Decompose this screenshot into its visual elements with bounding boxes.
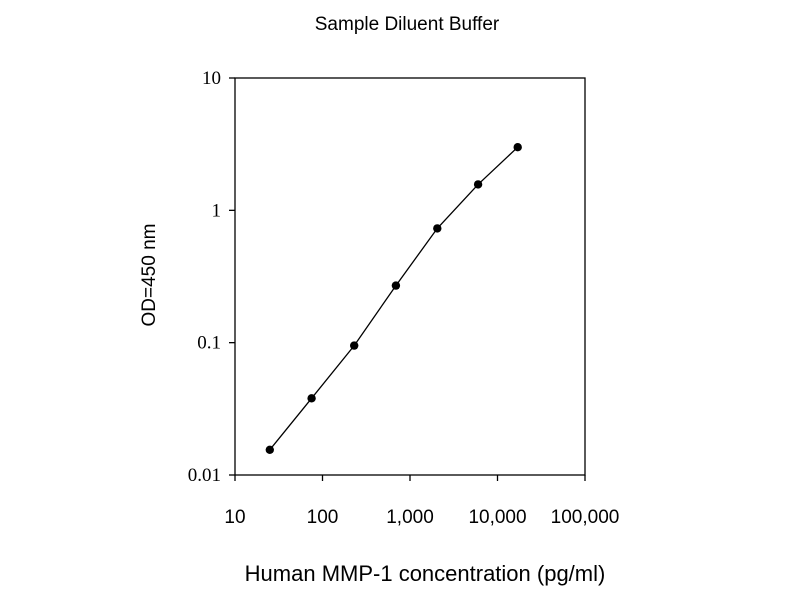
y-tick-label: 0.01 [188,465,221,486]
y-axis-ticks: 0.01 0.1 1 10 [188,68,235,486]
x-tick-label: 100 [307,507,339,528]
data-point [350,341,359,350]
x-axis-label: Human MMP-1 concentration (pg/ml) [245,561,606,586]
data-point [513,143,522,152]
x-tick-label: 1,000 [386,507,434,528]
x-tick-label: 10 [224,507,245,528]
x-tick-label: 100,000 [551,507,620,528]
x-axis-ticks: 10 100 1,000 10,000 100,000 [224,475,619,528]
data-point [473,180,483,189]
data-point [433,224,442,233]
y-axis-label: OD=450 nm [139,224,160,327]
y-tick-label: 0.1 [197,333,221,354]
plot-frame [234,77,586,476]
x-tick-label: 10,000 [468,507,526,528]
series-line [269,146,519,451]
chart-title: Sample Diluent Buffer [315,14,500,35]
series-layer [265,143,522,454]
data-point [307,394,316,403]
data-point [265,445,274,454]
y-tick-label: 10 [202,68,221,89]
y-tick-label: 1 [212,200,222,221]
data-point [391,281,401,290]
